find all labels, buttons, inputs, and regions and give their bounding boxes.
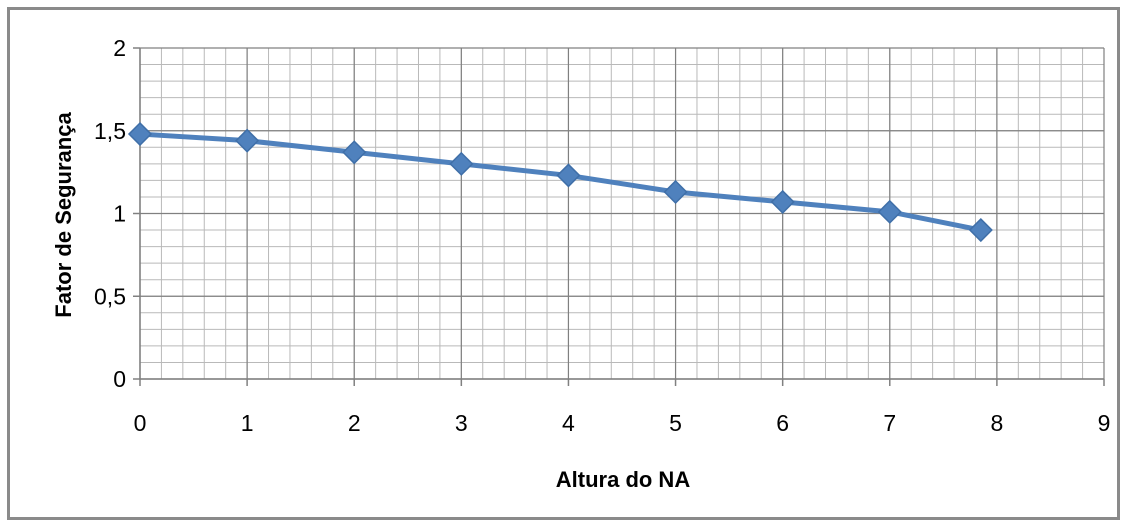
y-tick-label: 1 — [113, 201, 126, 227]
data-point-marker — [342, 140, 367, 165]
y-tick-label: 1,5 — [94, 118, 126, 144]
x-axis-title: Altura do NA — [556, 467, 691, 492]
x-tick-label: 6 — [776, 410, 789, 436]
data-point-marker — [127, 121, 153, 147]
series-layer — [127, 121, 993, 243]
x-tick-label: 3 — [455, 410, 468, 436]
x-tick-labels: 0 1 2 3 4 5 6 7 8 9 — [134, 410, 1111, 436]
y-tick-label: 2 — [113, 35, 126, 61]
axes — [133, 47, 1105, 386]
data-point-marker — [968, 217, 993, 243]
data-point-marker — [663, 179, 688, 205]
data-point-marker — [449, 151, 474, 176]
series-line — [137, 131, 984, 233]
x-tick-label: 8 — [990, 410, 1003, 436]
x-tick-label: 5 — [669, 410, 682, 436]
x-tick-label: 9 — [1098, 410, 1111, 436]
x-tick-label: 1 — [241, 410, 254, 436]
x-tick-label: 7 — [883, 410, 896, 436]
x-tick-label: 0 — [134, 410, 147, 436]
data-point-marker — [770, 189, 795, 214]
y-axis-title: Fator de Segurança — [51, 112, 76, 318]
data-point-marker — [556, 163, 581, 188]
y-tick-label: 0 — [113, 366, 126, 392]
x-tick-label: 4 — [562, 410, 575, 436]
y-tick-labels: 0 0,5 1 1,5 2 — [94, 35, 126, 392]
data-point-marker — [235, 128, 260, 153]
y-tick-label: 0,5 — [94, 283, 126, 309]
data-point-marker — [877, 199, 902, 224]
x-tick-label: 2 — [348, 410, 361, 436]
